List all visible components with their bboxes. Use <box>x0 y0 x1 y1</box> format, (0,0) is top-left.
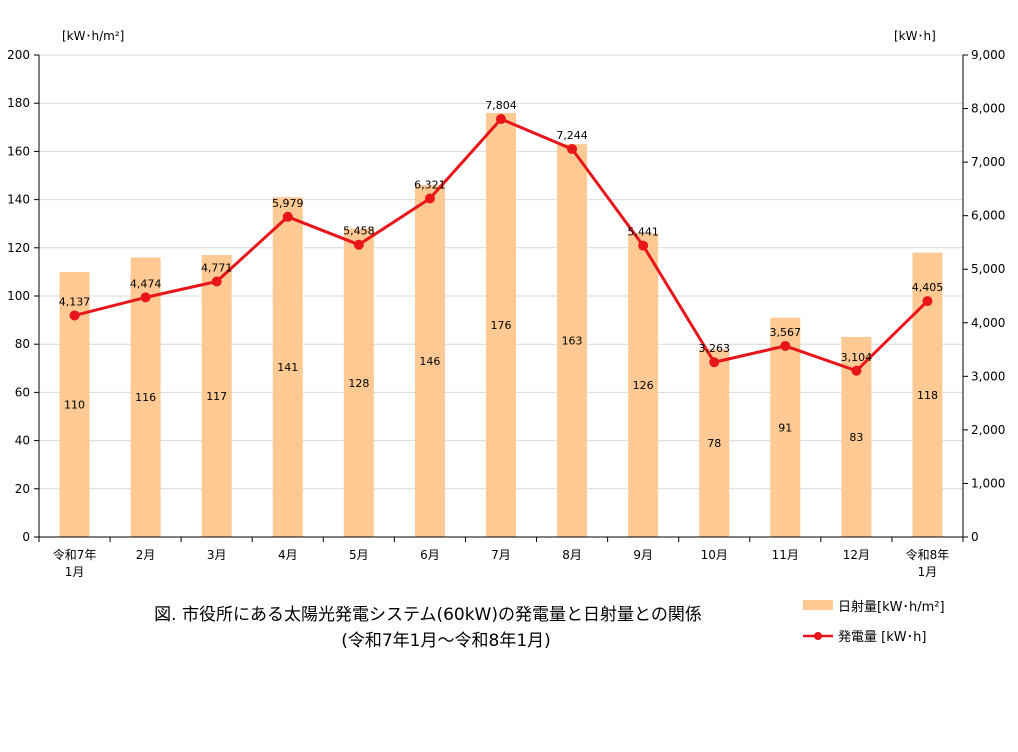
x-axis-tick-label: 8月 <box>562 548 582 562</box>
left-axis-tick-label: 160 <box>7 144 30 158</box>
axes: 0 20 40 60 80 100 120 140 160 180 200 0 1,000 2,000 3,… <box>7 48 1005 579</box>
left-axis-tick-label: 200 <box>7 48 30 62</box>
line-value-label: 7,244 <box>556 129 588 142</box>
right-axis-tick-label: 8,000 <box>971 102 1005 116</box>
left-axis-tick-label: 80 <box>15 337 30 351</box>
left-axis-tick-label: 120 <box>7 241 30 255</box>
line-value-label: 7,804 <box>485 99 517 112</box>
bar <box>414 185 445 537</box>
line-marker <box>211 276 222 287</box>
right-axis-tick-label: 1,000 <box>971 476 1005 490</box>
bar-value-label: 176 <box>491 319 512 332</box>
bar <box>272 197 303 537</box>
line-value-label: 3,263 <box>698 342 730 355</box>
legend-swatch-bar <box>803 600 833 610</box>
line-marker <box>140 292 151 303</box>
line-marker <box>282 211 293 222</box>
legend: 日射量[kW･h/m²] 発電量 [kW･h] <box>803 599 945 645</box>
figure-caption-line1: 図. 市役所にある太陽光発電システム(60kW)の発電量と日射量との関係 <box>154 605 702 625</box>
x-axis-tick-label: 9月 <box>633 548 653 562</box>
right-axis-tick-label: 5,000 <box>971 262 1005 276</box>
line-marker <box>638 240 649 251</box>
bar-value-label: 146 <box>419 355 440 368</box>
line-value-label: 5,458 <box>343 225 375 238</box>
line-marker <box>496 114 506 125</box>
line-marker <box>567 144 578 155</box>
line-value-label: 3,567 <box>770 326 802 339</box>
line-value-label: 6,321 <box>414 178 446 191</box>
bar-value-label: 163 <box>562 335 583 348</box>
line-marker <box>922 296 933 307</box>
line-marker <box>353 239 364 250</box>
legend-label-line: 発電量 [kW･h] <box>838 630 926 645</box>
legend-swatch-marker <box>814 632 822 640</box>
left-axis-tick-label: 40 <box>15 434 30 448</box>
x-axis-tick-label: 令和8年 1月 <box>906 547 950 579</box>
bar <box>770 317 801 537</box>
bar <box>557 144 588 538</box>
bar-value-label: 83 <box>849 431 863 444</box>
right-axis-tick-label: 4,000 <box>971 316 1005 330</box>
line-value-label: 4,771 <box>201 261 233 274</box>
bar-value-label: 78 <box>707 437 721 450</box>
left-axis-tick-label: 100 <box>7 289 30 303</box>
line-marker <box>69 310 80 321</box>
line-value-label: 4,405 <box>912 281 944 294</box>
right-axis-tick-label: 0 <box>971 530 979 544</box>
x-axis-tick-label: 令和7年 1月 <box>53 547 97 579</box>
line-marker <box>780 340 791 351</box>
line-value-label: 4,137 <box>59 295 91 308</box>
left-axis-unit: [kW･h/m²] <box>62 29 124 43</box>
left-axis-tick-label: 20 <box>15 482 30 496</box>
left-axis-tick-label: 180 <box>7 96 30 110</box>
bar <box>628 233 659 537</box>
x-axis-tick-label: 12月 <box>843 548 870 562</box>
bar-value-label: 117 <box>206 390 227 403</box>
line-marker <box>424 193 435 204</box>
line-marker <box>709 357 720 368</box>
bar-value-label: 91 <box>778 421 792 434</box>
right-axis-tick-label: 9,000 <box>971 48 1005 62</box>
x-axis-tick-label: 5月 <box>349 548 369 562</box>
left-axis-tick-label: 60 <box>15 385 30 399</box>
right-axis-tick-label: 2,000 <box>971 423 1005 437</box>
x-axis-tick-label: 7月 <box>491 548 511 562</box>
bar-value-label: 126 <box>633 379 654 392</box>
line-value-label: 5,441 <box>627 226 659 239</box>
line-value-label: 3,104 <box>841 351 873 364</box>
bar-value-label: 116 <box>135 391 156 404</box>
legend-label-bar: 日射量[kW･h/m²] <box>838 599 945 615</box>
left-axis-tick-label: 140 <box>7 193 30 207</box>
bar <box>343 228 374 537</box>
x-axis-tick-label: 3月 <box>207 548 227 562</box>
bar <box>486 112 516 537</box>
figure-caption-line2: (令和7年1月〜令和8年1月) <box>341 631 551 651</box>
left-axis-tick-label: 0 <box>22 530 30 544</box>
x-axis-tick-label: 2月 <box>136 548 156 562</box>
data-labels: 110 116 117 141 128 146 176 163 126 78 91 83 118 4,13… <box>59 99 943 450</box>
line-value-label: 5,979 <box>272 197 304 210</box>
line-series <box>69 114 933 376</box>
line-value-label: 4,474 <box>130 277 162 290</box>
x-axis-tick-label: 6月 <box>420 548 440 562</box>
line-marker <box>851 365 862 376</box>
right-axis-tick-label: 6,000 <box>971 209 1005 223</box>
x-axis-tick-label: 11月 <box>772 548 799 562</box>
x-axis-tick-label: 10月 <box>701 548 728 562</box>
bar-value-label: 118 <box>917 389 938 402</box>
bar <box>699 349 730 537</box>
bar-value-label: 110 <box>64 398 85 411</box>
bar-value-label: 128 <box>348 377 369 390</box>
right-axis-tick-label: 7,000 <box>971 155 1005 169</box>
bar <box>130 257 161 537</box>
x-axis-tick-label: 4月 <box>278 548 298 562</box>
right-axis-unit: [kW･h] <box>894 29 936 43</box>
right-axis-tick-label: 3,000 <box>971 369 1005 383</box>
bar <box>201 255 232 537</box>
bar-value-label: 141 <box>277 361 298 374</box>
